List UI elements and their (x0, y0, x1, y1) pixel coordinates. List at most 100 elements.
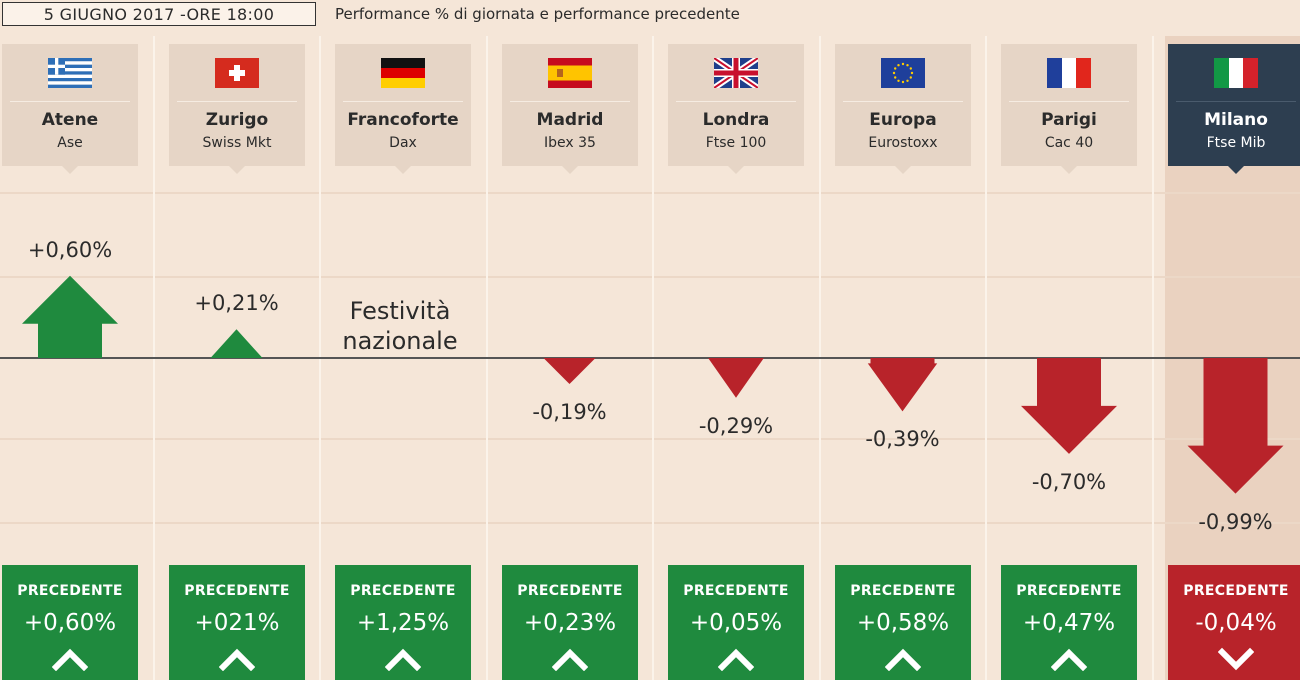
market-city: Francoforte (347, 110, 459, 130)
eu-flag-icon (881, 58, 925, 88)
previous-label: PRECEDENTE (1016, 583, 1122, 599)
previous-value: +021% (194, 610, 280, 636)
market-city: Londra (702, 110, 770, 130)
greece-flag-icon (48, 58, 92, 88)
market-index: Swiss Mkt (202, 135, 272, 151)
previous-value: +0,60% (23, 610, 117, 636)
zero-baseline (0, 357, 1300, 359)
france-flag-icon (1047, 58, 1091, 88)
market-card-europa: Europa Eurostoxx (835, 44, 971, 174)
card-divider (843, 101, 963, 102)
previous-label: PRECEDENTE (17, 583, 123, 599)
previous-value: +0,47% (1022, 610, 1116, 636)
card-pointer (229, 166, 245, 174)
market-city: Zurigo (205, 110, 269, 130)
chevron-up-icon (718, 648, 754, 671)
previous-box-europa: PRECEDENTE +0,58% (835, 565, 971, 680)
value-label-europa: -0,39% (865, 427, 940, 452)
holiday-note-line-2: nazionale (342, 327, 458, 355)
previous-box-madrid: PRECEDENTE +0,23% (502, 565, 638, 680)
chevron-up-icon (552, 648, 588, 671)
market-city: Parigi (1041, 110, 1097, 130)
italy-flag-icon (1214, 58, 1258, 88)
card-divider (1009, 101, 1129, 102)
value-label-madrid: -0,19% (532, 400, 607, 425)
spain-flag-icon (548, 58, 592, 88)
chevron-up-icon (885, 648, 921, 671)
previous-box-parigi: PRECEDENTE +0,47% (1001, 565, 1137, 680)
bar-milano (1187, 358, 1284, 494)
previous-label: PRECEDENTE (850, 583, 956, 599)
previous-box-zurigo: PRECEDENTE +021% (169, 565, 305, 680)
previous-value: +0,05% (689, 610, 783, 636)
grid-line (0, 438, 1300, 440)
germany-flag-icon (381, 58, 425, 88)
chevron-up-icon (385, 648, 421, 671)
previous-box-francoforte: PRECEDENTE +1,25% (335, 565, 471, 680)
market-city: Europa (869, 110, 937, 130)
market-card-francoforte: Francoforte Dax (335, 44, 471, 174)
bar-madrid (543, 358, 596, 385)
market-index: Ibex 35 (544, 135, 596, 151)
holiday-note-line-1: Festività (349, 297, 451, 325)
card-pointer (895, 166, 911, 174)
market-card-atene: Atene Ase (2, 44, 138, 174)
chevron-down-icon (1218, 647, 1254, 671)
chevron-up-icon (52, 648, 88, 671)
previous-label: PRECEDENTE (683, 583, 789, 599)
value-label-zurigo: +0,21% (194, 291, 279, 316)
bar-londra (708, 358, 764, 398)
market-index: Cac 40 (1044, 135, 1094, 151)
card-pointer (1228, 166, 1244, 174)
grid-line (0, 276, 1300, 278)
date-box: 5 GIUGNO 2017 -ORE 18:00 (2, 2, 316, 26)
value-label-milano: -0,99% (1198, 509, 1273, 534)
previous-box-londra: PRECEDENTE +0,05% (668, 565, 804, 680)
card-pointer (562, 166, 578, 174)
previous-value: -0,04% (1195, 610, 1277, 636)
market-card-zurigo: Zurigo Swiss Mkt (169, 44, 305, 174)
value-label-londra: -0,29% (698, 413, 774, 438)
previous-value: +1,25% (356, 610, 450, 636)
chevron-up-icon (1051, 648, 1087, 671)
card-divider (676, 101, 796, 102)
market-city: Atene (41, 110, 99, 130)
previous-label: PRECEDENTE (184, 583, 290, 599)
card-pointer (395, 166, 411, 174)
bar-europa (867, 358, 938, 412)
holiday-note: Festività nazionale (318, 296, 482, 356)
chevron-up-icon (219, 648, 255, 671)
card-divider (1176, 101, 1296, 102)
market-index: Dax (389, 135, 417, 151)
card-pointer (728, 166, 744, 174)
uk-flag-icon (714, 58, 758, 88)
value-label-parigi: -0,70% (1031, 469, 1107, 494)
grid-line (0, 522, 1300, 524)
previous-value: +0,58% (856, 610, 950, 636)
market-card-milano: Milano Ftse Mib (1168, 44, 1300, 174)
previous-label: PRECEDENTE (350, 583, 456, 599)
card-pointer (62, 166, 78, 174)
card-divider (10, 101, 130, 102)
card-divider (510, 101, 630, 102)
market-city: Milano (1204, 110, 1268, 130)
market-index: Ftse Mib (1206, 135, 1266, 151)
switzerland-flag-icon (215, 58, 259, 88)
market-index: Eurostoxx (868, 135, 938, 151)
market-index: Ftse 100 (705, 135, 767, 151)
previous-value: +0,23% (523, 610, 617, 636)
previous-label: PRECEDENTE (517, 583, 623, 599)
chart-subtitle: Performance % di giornata e performance … (335, 5, 740, 23)
card-divider (177, 101, 297, 102)
market-card-parigi: Parigi Cac 40 (1001, 44, 1137, 174)
market-card-madrid: Madrid Ibex 35 (502, 44, 638, 174)
market-index: Ase (57, 135, 83, 151)
market-card-londra: Londra Ftse 100 (668, 44, 804, 174)
previous-label: PRECEDENTE (1183, 583, 1289, 599)
previous-box-milano: PRECEDENTE -0,04% (1168, 565, 1300, 680)
value-label-atene: +0,60% (27, 237, 113, 262)
previous-box-atene: PRECEDENTE +0,60% (2, 565, 138, 680)
bar-parigi (1021, 358, 1117, 454)
grid-line (0, 192, 1300, 194)
